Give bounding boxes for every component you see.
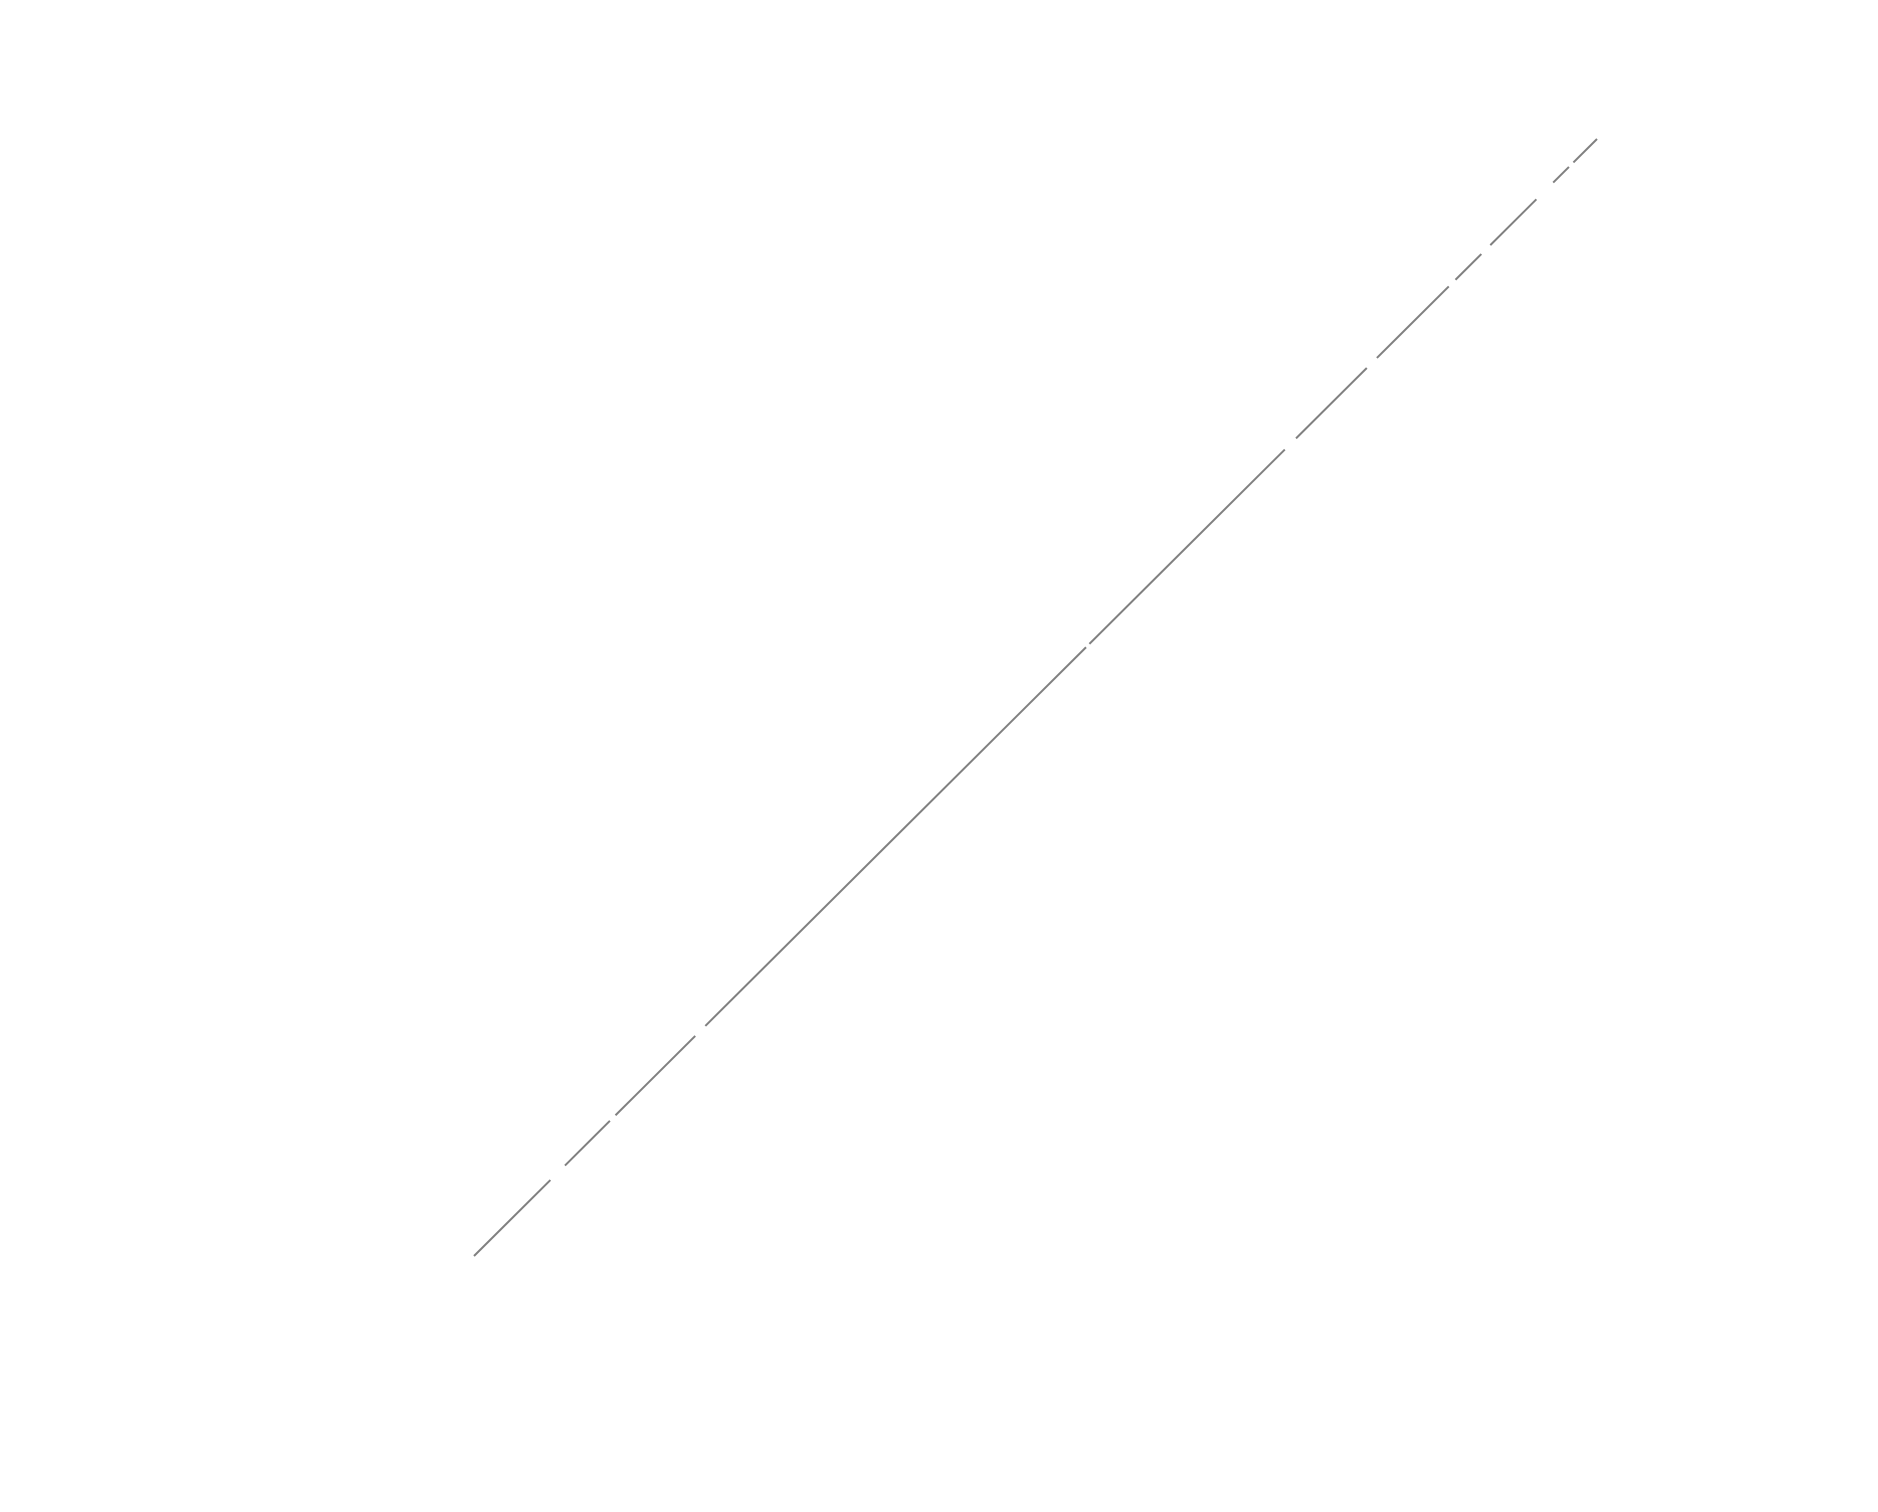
series-0-segment-0 bbox=[473, 1179, 552, 1257]
series-layer bbox=[473, 138, 1598, 1257]
series-0-segment-9 bbox=[1552, 166, 1570, 184]
series-0-segment-8 bbox=[1489, 198, 1538, 246]
series-0-segment-3 bbox=[704, 646, 1087, 1027]
series-0-segment-6 bbox=[1376, 285, 1450, 359]
series-0-segment-10 bbox=[1572, 138, 1598, 164]
series-0-segment-1 bbox=[564, 1120, 611, 1167]
series-0-segment-5 bbox=[1295, 367, 1368, 440]
series-0-segment-7 bbox=[1454, 253, 1483, 281]
series-0-segment-4 bbox=[1088, 448, 1286, 645]
series-0-segment-2 bbox=[614, 1035, 696, 1116]
